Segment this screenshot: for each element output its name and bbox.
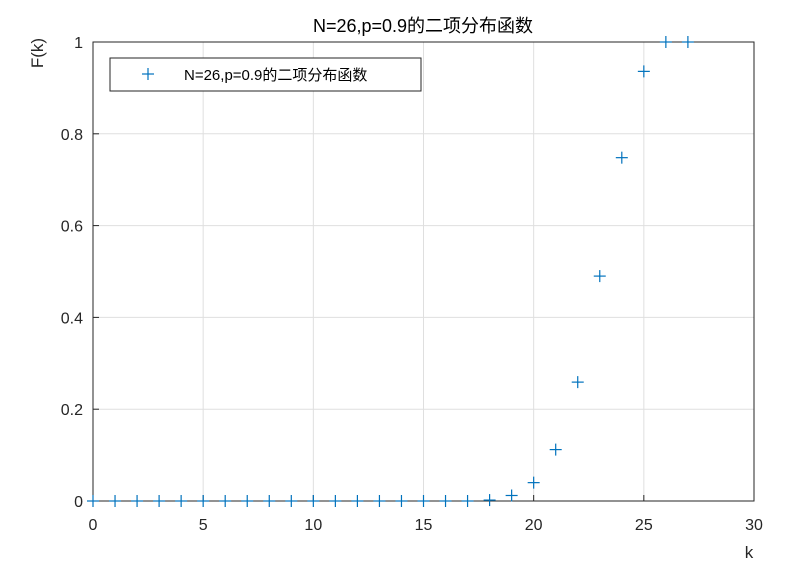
y-tick-label: 0.8 bbox=[61, 127, 83, 144]
x-tick-label: 0 bbox=[89, 517, 98, 534]
x-tick-label: 20 bbox=[525, 517, 543, 534]
data-point bbox=[197, 495, 210, 507]
data-point bbox=[615, 151, 628, 164]
data-point bbox=[87, 495, 99, 507]
data-point bbox=[285, 495, 298, 507]
x-tick-label: 25 bbox=[635, 517, 653, 534]
data-point bbox=[263, 495, 276, 507]
data-point bbox=[527, 476, 540, 489]
data-point bbox=[241, 495, 254, 507]
legend: N=26,p=0.9的二项分布函数 bbox=[109, 57, 422, 92]
data-point bbox=[637, 65, 650, 78]
legend-entry: N=26,p=0.9的二项分布函数 bbox=[184, 67, 367, 84]
data-point bbox=[175, 495, 188, 507]
x-tick-label: 5 bbox=[199, 517, 208, 534]
data-point bbox=[681, 36, 694, 48]
data-point bbox=[329, 495, 342, 507]
data-point bbox=[417, 495, 430, 507]
data-point bbox=[593, 270, 606, 283]
y-tick-label: 0.6 bbox=[61, 219, 83, 236]
data-point bbox=[461, 495, 474, 507]
y-tick-label: 0.4 bbox=[61, 310, 83, 327]
data-point bbox=[131, 495, 144, 507]
data-point bbox=[505, 489, 518, 502]
tick-labels: 0 5 10 15 20 25 30 0 0.2 0.4 0.6 0.8 1 bbox=[61, 35, 763, 534]
data-point bbox=[373, 495, 386, 507]
x-axis-label: k bbox=[745, 543, 754, 561]
y-tick-label: 0.2 bbox=[61, 402, 83, 419]
data-point bbox=[219, 495, 232, 507]
data-point bbox=[659, 36, 672, 48]
x-tick-label: 10 bbox=[304, 517, 322, 534]
data-point bbox=[395, 495, 408, 507]
legend-marker bbox=[142, 68, 154, 80]
data-point bbox=[483, 494, 496, 507]
data-point bbox=[307, 495, 320, 507]
chart-title: N=26,p=0.9的二项分布函数 bbox=[313, 16, 533, 36]
data-point bbox=[351, 495, 364, 507]
data-point bbox=[109, 495, 122, 507]
data-point bbox=[439, 495, 452, 507]
data-point bbox=[549, 443, 562, 456]
data-points bbox=[87, 36, 694, 507]
data-point bbox=[571, 376, 584, 389]
y-axis-label: F(k) bbox=[28, 38, 47, 68]
data-point bbox=[153, 495, 166, 507]
x-tick-label: 30 bbox=[745, 517, 763, 534]
y-tick-label: 1 bbox=[74, 35, 83, 52]
x-tick-label: 15 bbox=[415, 517, 433, 534]
y-tick-label: 0 bbox=[74, 494, 83, 511]
legend-box bbox=[109, 57, 422, 92]
